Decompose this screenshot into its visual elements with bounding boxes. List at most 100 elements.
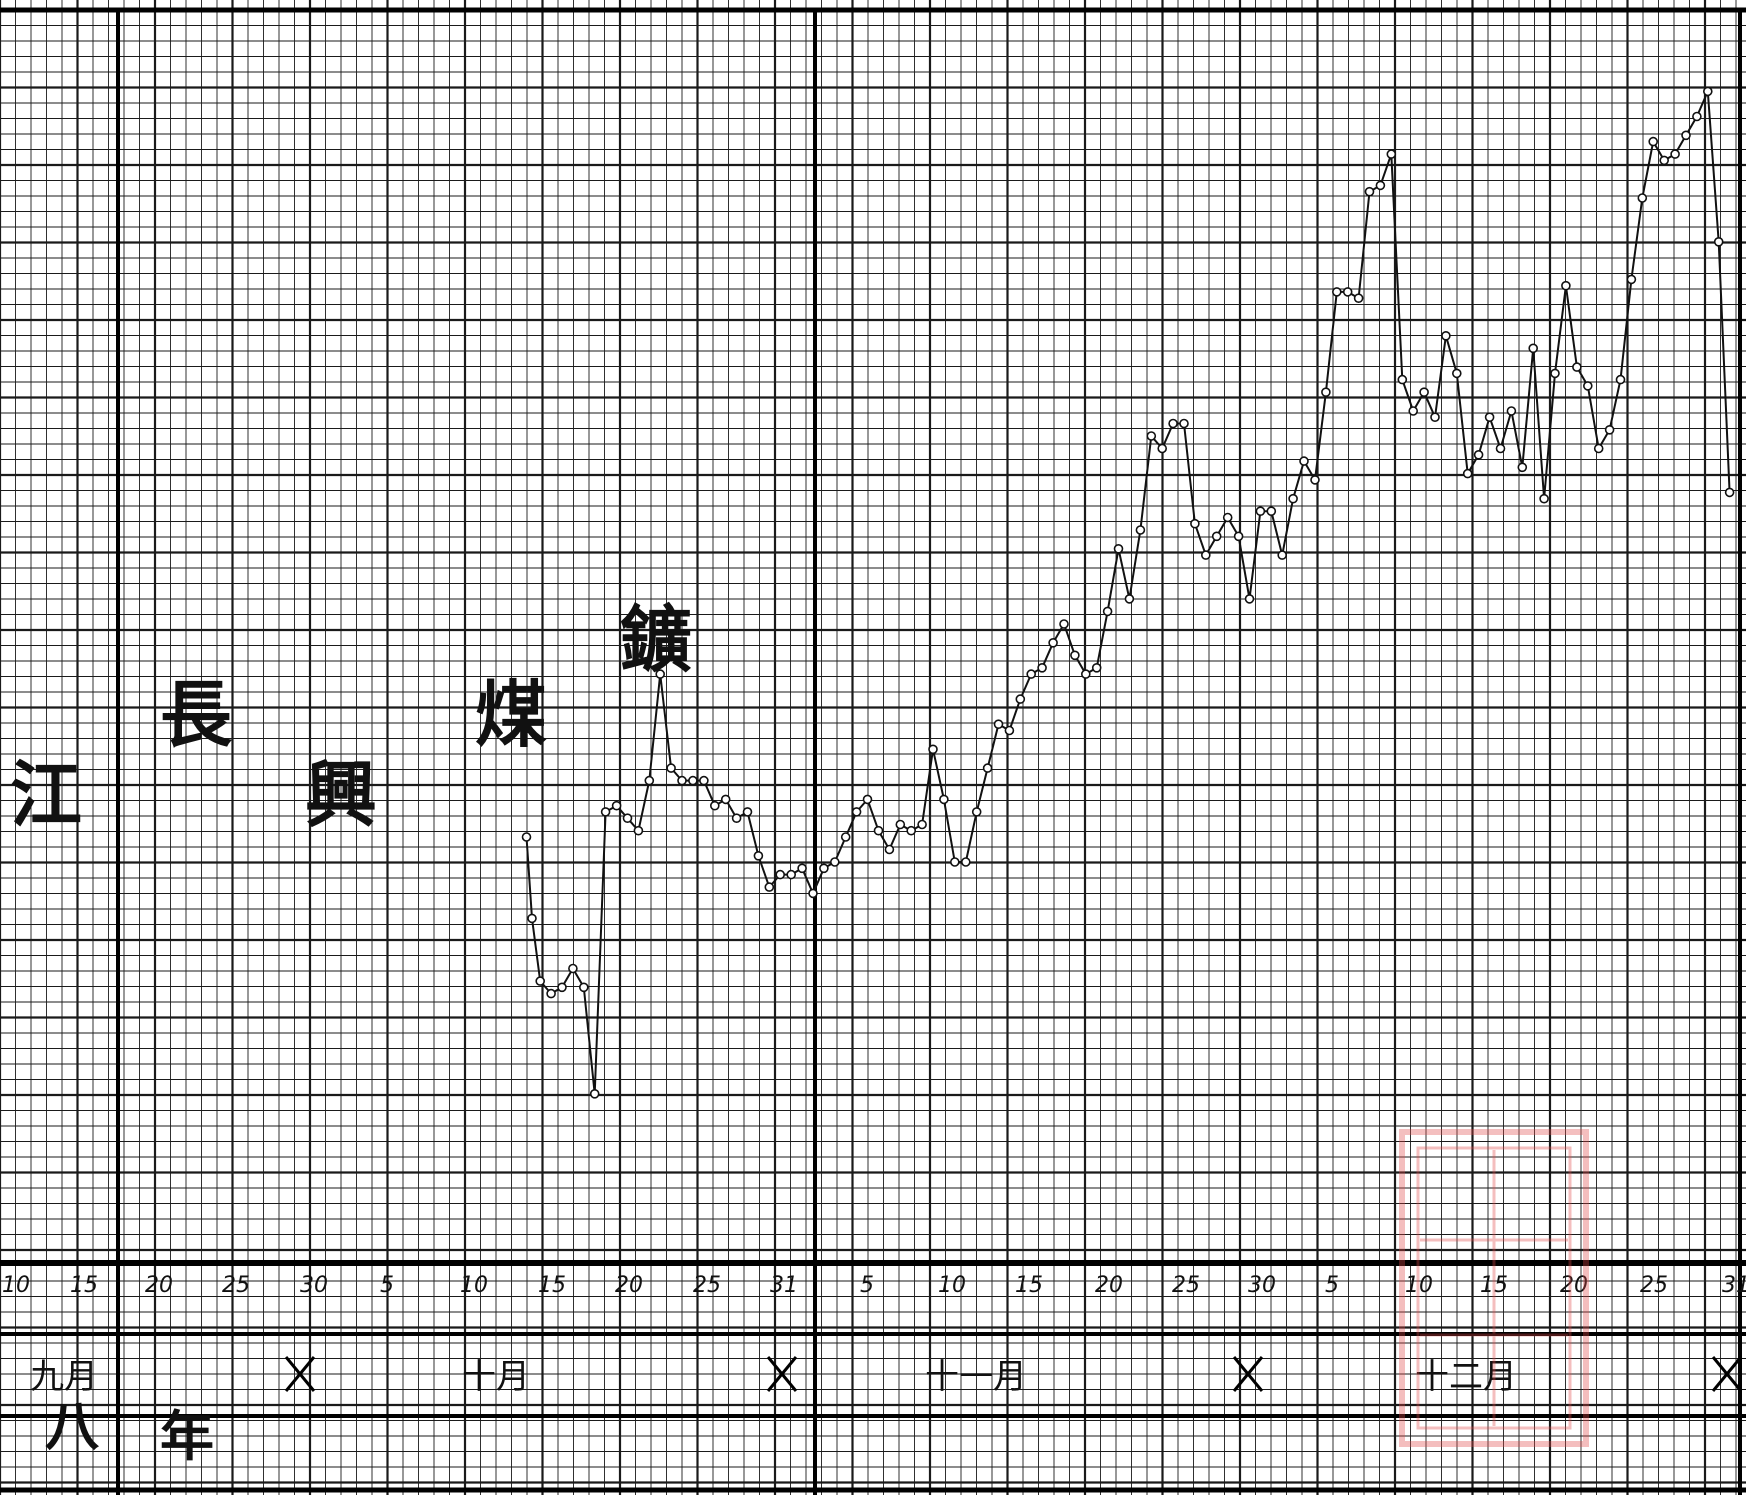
data-point (1615, 374, 1626, 385)
data-point (1211, 531, 1222, 542)
data-point (1703, 86, 1713, 97)
data-point (644, 775, 655, 786)
month-label-oct: 十月 (462, 1357, 530, 1397)
data-point (1637, 193, 1648, 203)
data-point (1724, 487, 1735, 498)
data-point (1681, 130, 1691, 141)
data-point (917, 819, 927, 830)
data-point (939, 794, 949, 805)
data-point (1528, 343, 1538, 354)
data-point (1397, 374, 1408, 385)
data-point (1484, 412, 1495, 423)
data-point (1419, 387, 1429, 398)
data-point (808, 888, 818, 899)
title-char-5: 鑛 (620, 597, 692, 682)
data-point (884, 844, 895, 855)
month-separator-mark (284, 1356, 316, 1392)
data-point (688, 775, 698, 786)
data-point (1004, 725, 1015, 736)
series-group (521, 86, 1735, 1099)
data-point (797, 863, 807, 874)
data-point (1495, 443, 1506, 454)
x-tick-label: 20 (1095, 1273, 1123, 1298)
month-labels: 九月 十月 十一月 十二月 (30, 1357, 1517, 1397)
data-point (1091, 662, 1102, 673)
data-point (1113, 543, 1124, 554)
title-char-2: 長 (160, 672, 233, 757)
x-tick-label: 10 (2, 1273, 30, 1298)
x-tick-label: 5 (380, 1273, 394, 1298)
data-point (1277, 550, 1287, 560)
data-point (546, 988, 556, 999)
data-point (1310, 475, 1320, 485)
data-point (1452, 368, 1462, 379)
data-point (535, 976, 546, 986)
data-point (1102, 606, 1113, 617)
data-point (1321, 387, 1331, 398)
data-point (1604, 424, 1615, 435)
data-point (1441, 330, 1451, 341)
chart-frame (0, 7, 1746, 1495)
data-point (982, 763, 993, 773)
data-point (1222, 512, 1233, 523)
data-point (1506, 406, 1517, 416)
data-point (1593, 443, 1604, 454)
year-label: 八 年 (45, 1394, 214, 1468)
x-tick-label: 10 (1405, 1273, 1433, 1298)
x-tick-label: 25 (222, 1273, 250, 1298)
data-point (1332, 287, 1342, 297)
data-point (1190, 518, 1200, 529)
data-point (1517, 462, 1528, 473)
data-point (1626, 274, 1637, 285)
data-point (1462, 468, 1473, 479)
data-point (622, 813, 633, 824)
data-point (753, 850, 764, 861)
data-point (1179, 418, 1189, 429)
data-point (1070, 650, 1080, 661)
data-point (1255, 506, 1266, 517)
year-char-2: 年 (160, 1404, 214, 1468)
x-tick-label: 5 (1325, 1273, 1339, 1298)
x-tick-label: 30 (300, 1273, 328, 1298)
data-point (1288, 493, 1298, 504)
data-point (633, 825, 644, 836)
data-point (851, 807, 862, 817)
month-separator-mark (1232, 1356, 1264, 1392)
red-seal (1399, 1129, 1589, 1447)
data-point (1648, 136, 1658, 147)
data-point (1353, 293, 1364, 304)
x-tick-label: 20 (1560, 1273, 1588, 1298)
data-point (1670, 149, 1680, 159)
data-point (568, 963, 578, 974)
data-point (731, 813, 742, 824)
data-point (1266, 506, 1277, 517)
data-point (1037, 662, 1047, 673)
data-point (1561, 280, 1571, 291)
data-point (1583, 381, 1593, 391)
x-tick-label: 15 (70, 1273, 98, 1298)
data-point (1048, 637, 1058, 648)
x-tick-label: 30 (1248, 1273, 1276, 1298)
data-point (971, 807, 982, 817)
data-point (1386, 149, 1397, 159)
data-point (557, 982, 567, 993)
data-point (1026, 669, 1036, 679)
x-tick-label: 25 (1640, 1273, 1668, 1298)
data-point (873, 825, 884, 836)
x-tick-label: 15 (1480, 1273, 1508, 1298)
data-point (1713, 237, 1724, 247)
data-point (521, 832, 532, 842)
x-tick-label: 20 (145, 1273, 173, 1298)
data-point (1430, 412, 1440, 423)
data-point (655, 669, 666, 679)
data-point (1572, 362, 1582, 372)
data-point (1124, 594, 1135, 604)
month-label-sep: 九月 (30, 1357, 98, 1397)
x-tick-label: 10 (938, 1273, 966, 1298)
data-point (742, 807, 753, 817)
data-point (829, 857, 840, 867)
data-point (1659, 155, 1669, 166)
data-point (1201, 550, 1211, 560)
